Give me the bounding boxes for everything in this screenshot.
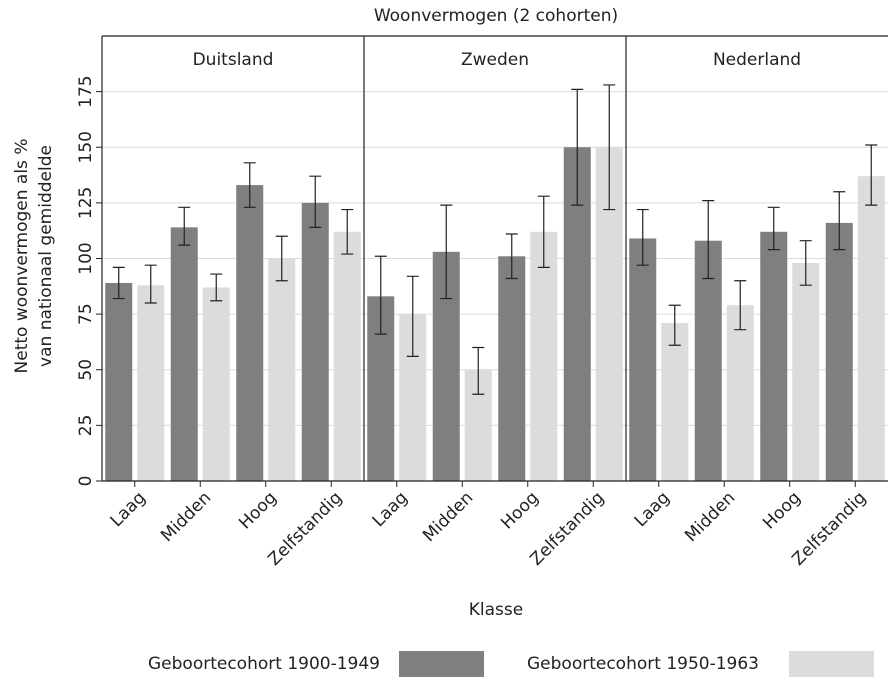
bar (726, 305, 754, 481)
x-tick-label: Laag (107, 488, 150, 531)
error-bar (734, 280, 747, 331)
y-tick-label: 100 (76, 242, 96, 274)
y-axis-label: Netto woonvermogen als % (12, 139, 32, 374)
bar (825, 222, 853, 481)
chart-title: Woonvermogen (2 cohorten) (374, 6, 618, 26)
error-bar (406, 275, 419, 357)
error-bar (440, 204, 453, 300)
bar (857, 176, 885, 482)
bar (170, 227, 198, 481)
y-tick-label: 50 (76, 359, 96, 381)
x-tick-label: Midden (419, 488, 477, 546)
bar (792, 262, 820, 481)
bar (268, 258, 296, 481)
error-bar (865, 144, 878, 206)
error-bar (702, 200, 715, 280)
x-tick-label: Hoog (759, 488, 805, 534)
y-tick-label: 175 (76, 75, 96, 107)
bar (105, 282, 133, 481)
y-tick-label: 25 (76, 415, 96, 437)
error-bar (178, 206, 191, 246)
panel-title: Duitsland (193, 50, 274, 70)
bar (333, 231, 361, 481)
legend-swatch (789, 651, 874, 677)
error-bar (374, 255, 387, 335)
bar (530, 231, 558, 481)
bar (760, 231, 788, 481)
x-tick-label: Hoog (497, 488, 543, 534)
bar (137, 285, 165, 481)
error-bar (833, 191, 846, 251)
error-bar (603, 84, 616, 211)
y-tick-label: 75 (76, 303, 96, 325)
legend-swatch (399, 651, 484, 677)
x-tick-label: Hoog (235, 488, 281, 534)
panel-title: Nederland (713, 50, 801, 70)
legend-label: Geboortecohort 1950-1963 (527, 654, 759, 674)
x-tick-label: Midden (681, 488, 739, 546)
y-tick-label: 150 (76, 131, 96, 163)
y-axis-label: van nationaal gemiddelde (36, 145, 56, 367)
error-bar (537, 195, 550, 268)
bar (629, 238, 657, 481)
error-bar (275, 235, 288, 282)
error-bar (767, 206, 780, 251)
x-tick-label: Laag (369, 488, 412, 531)
error-bar (210, 273, 223, 302)
error-bar (112, 266, 125, 300)
x-tick-label: Laag (631, 488, 674, 531)
error-bar (636, 208, 649, 266)
y-tick-label: 125 (76, 187, 96, 219)
error-bar (309, 175, 322, 228)
error-bar (668, 304, 681, 346)
error-bar (571, 88, 584, 206)
legend-label: Geboortecohort 1900-1949 (148, 654, 380, 674)
error-bar (341, 208, 354, 255)
bar (498, 256, 526, 481)
bar (301, 202, 329, 481)
error-bar (243, 162, 256, 208)
y-tick-label: 0 (76, 476, 96, 487)
bar (694, 240, 722, 481)
bar (236, 185, 264, 481)
x-axis-label: Klasse (469, 600, 523, 620)
error-bar (505, 233, 518, 280)
panel-title: Zweden (461, 50, 529, 70)
error-bar (144, 264, 157, 304)
bar (661, 323, 689, 481)
bar (202, 287, 230, 481)
error-bar (472, 346, 485, 395)
x-tick-label: Midden (157, 488, 215, 546)
error-bar (799, 240, 812, 286)
